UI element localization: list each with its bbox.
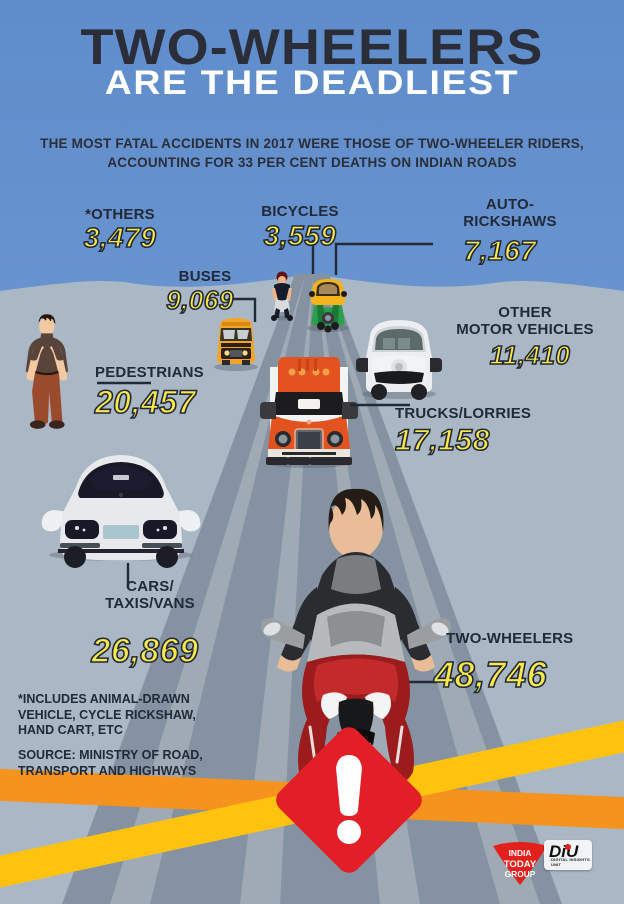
svg-text:INDIA: INDIA <box>509 848 532 858</box>
svg-text:GROUP: GROUP <box>505 869 536 879</box>
